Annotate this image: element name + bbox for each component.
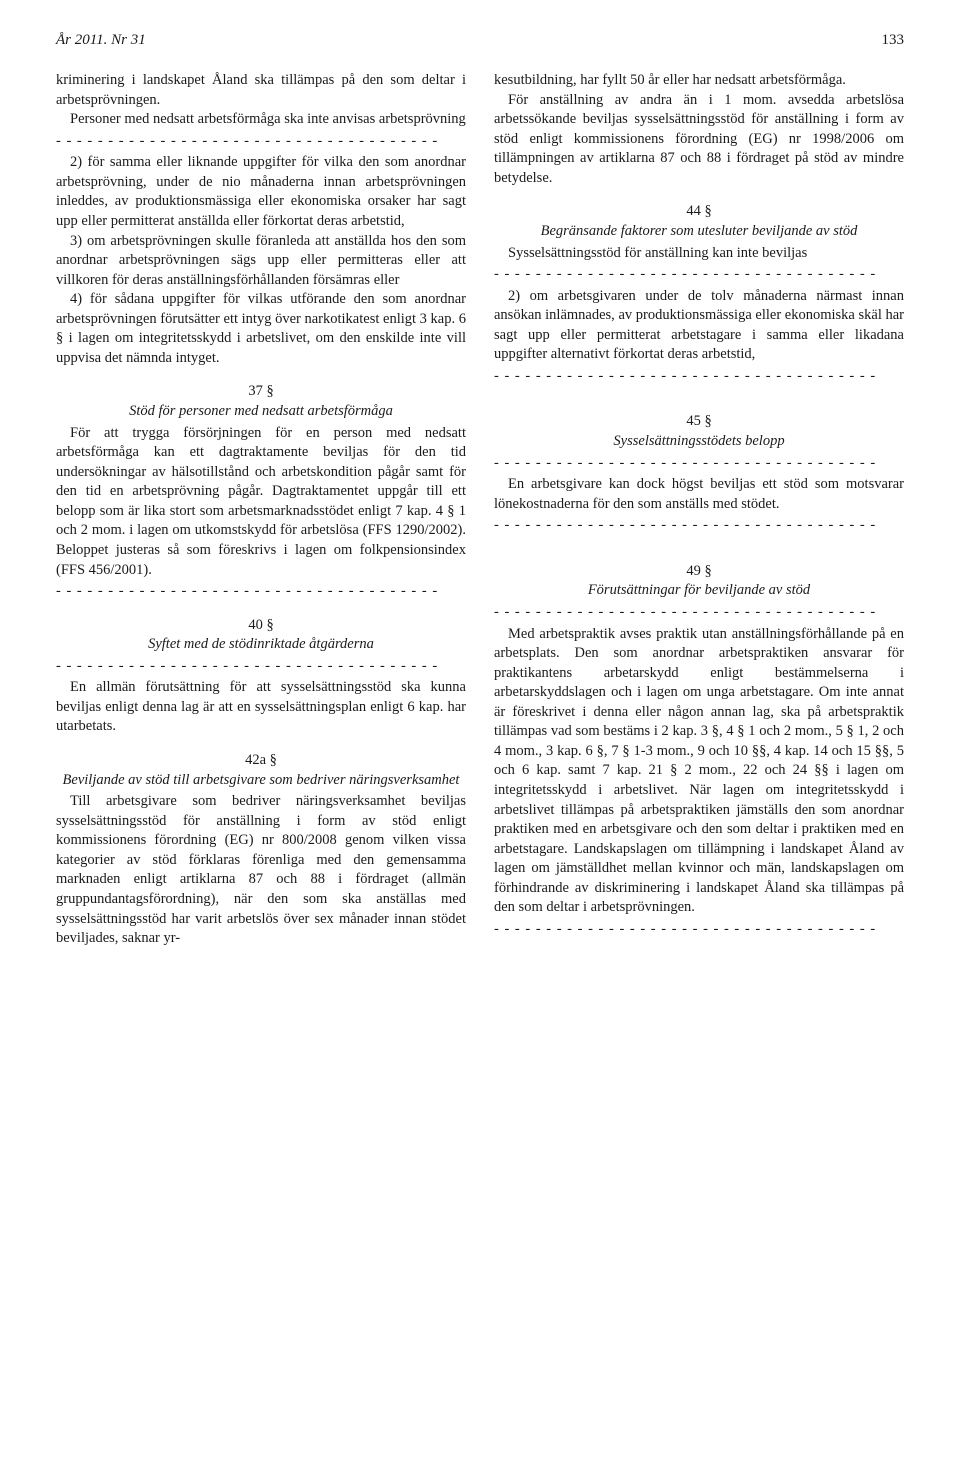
divider-dashes: - - - - - - - - - - - - - - - - - - - - … [56, 657, 466, 677]
section-45-body: En arbetsgivare kan dock högst beviljas … [494, 475, 904, 514]
section-49-body: Med arbetspraktik avses praktik utan ans… [494, 625, 904, 918]
section-49-title: Förutsättningar för beviljande av stöd [494, 581, 904, 601]
divider-dashes: - - - - - - - - - - - - - - - - - - - - … [494, 367, 904, 387]
page-header: År 2011. Nr 31 133 [56, 32, 904, 49]
section-40-title: Syftet med de stödinriktade åtgärderna [56, 635, 466, 655]
divider-dashes: - - - - - - - - - - - - - - - - - - - - … [56, 582, 466, 602]
section-44-lead: Sysselsättningsstöd för anställning kan … [494, 244, 904, 264]
section-44-title: Begränsande faktorer som utesluter bevil… [494, 222, 904, 242]
para: kriminering i landskapet Åland ska tillä… [56, 71, 466, 110]
divider-dashes: - - - - - - - - - - - - - - - - - - - - … [494, 516, 904, 536]
body-columns: kriminering i landskapet Åland ska tillä… [56, 71, 904, 949]
para: För anställning av andra än i 1 mom. avs… [494, 91, 904, 189]
section-40-body: En allmän förutsättning för att sysselsä… [56, 678, 466, 737]
divider-dashes: - - - - - - - - - - - - - - - - - - - - … [56, 132, 466, 152]
section-37-title: Stöd för personer med nedsatt arbetsförm… [56, 402, 466, 422]
section-45-number: 45 § [494, 412, 904, 432]
section-44-item: 2) om arbetsgivaren under de tolv månade… [494, 287, 904, 365]
section-42a-title: Beviljande av stöd till arbetsgivare som… [56, 771, 466, 791]
list-item: 3) om arbetsprövningen skulle föranleda … [56, 232, 466, 291]
header-page-number: 133 [882, 32, 905, 49]
divider-dashes: - - - - - - - - - - - - - - - - - - - - … [494, 920, 904, 940]
divider-dashes: - - - - - - - - - - - - - - - - - - - - … [494, 454, 904, 474]
section-37-body: För att trygga försörjningen för en pers… [56, 424, 466, 581]
para: kesutbildning, har fyllt 50 år eller har… [494, 71, 904, 91]
section-44-number: 44 § [494, 202, 904, 222]
list-item: 4) för sådana uppgifter för vilkas utför… [56, 290, 466, 368]
divider-dashes: - - - - - - - - - - - - - - - - - - - - … [494, 603, 904, 623]
header-year-issue: År 2011. Nr 31 [56, 32, 146, 49]
para: Personer med nedsatt arbetsförmåga ska i… [56, 110, 466, 130]
section-45-title: Sysselsättningsstödets belopp [494, 432, 904, 452]
divider-dashes: - - - - - - - - - - - - - - - - - - - - … [494, 265, 904, 285]
section-49-number: 49 § [494, 562, 904, 582]
section-42a-body: Till arbetsgivare som bedriver näringsve… [56, 792, 466, 949]
section-37-number: 37 § [56, 382, 466, 402]
section-42a-number: 42a § [56, 751, 466, 771]
section-40-number: 40 § [56, 616, 466, 636]
list-item: 2) för samma eller liknande uppgifter fö… [56, 153, 466, 231]
